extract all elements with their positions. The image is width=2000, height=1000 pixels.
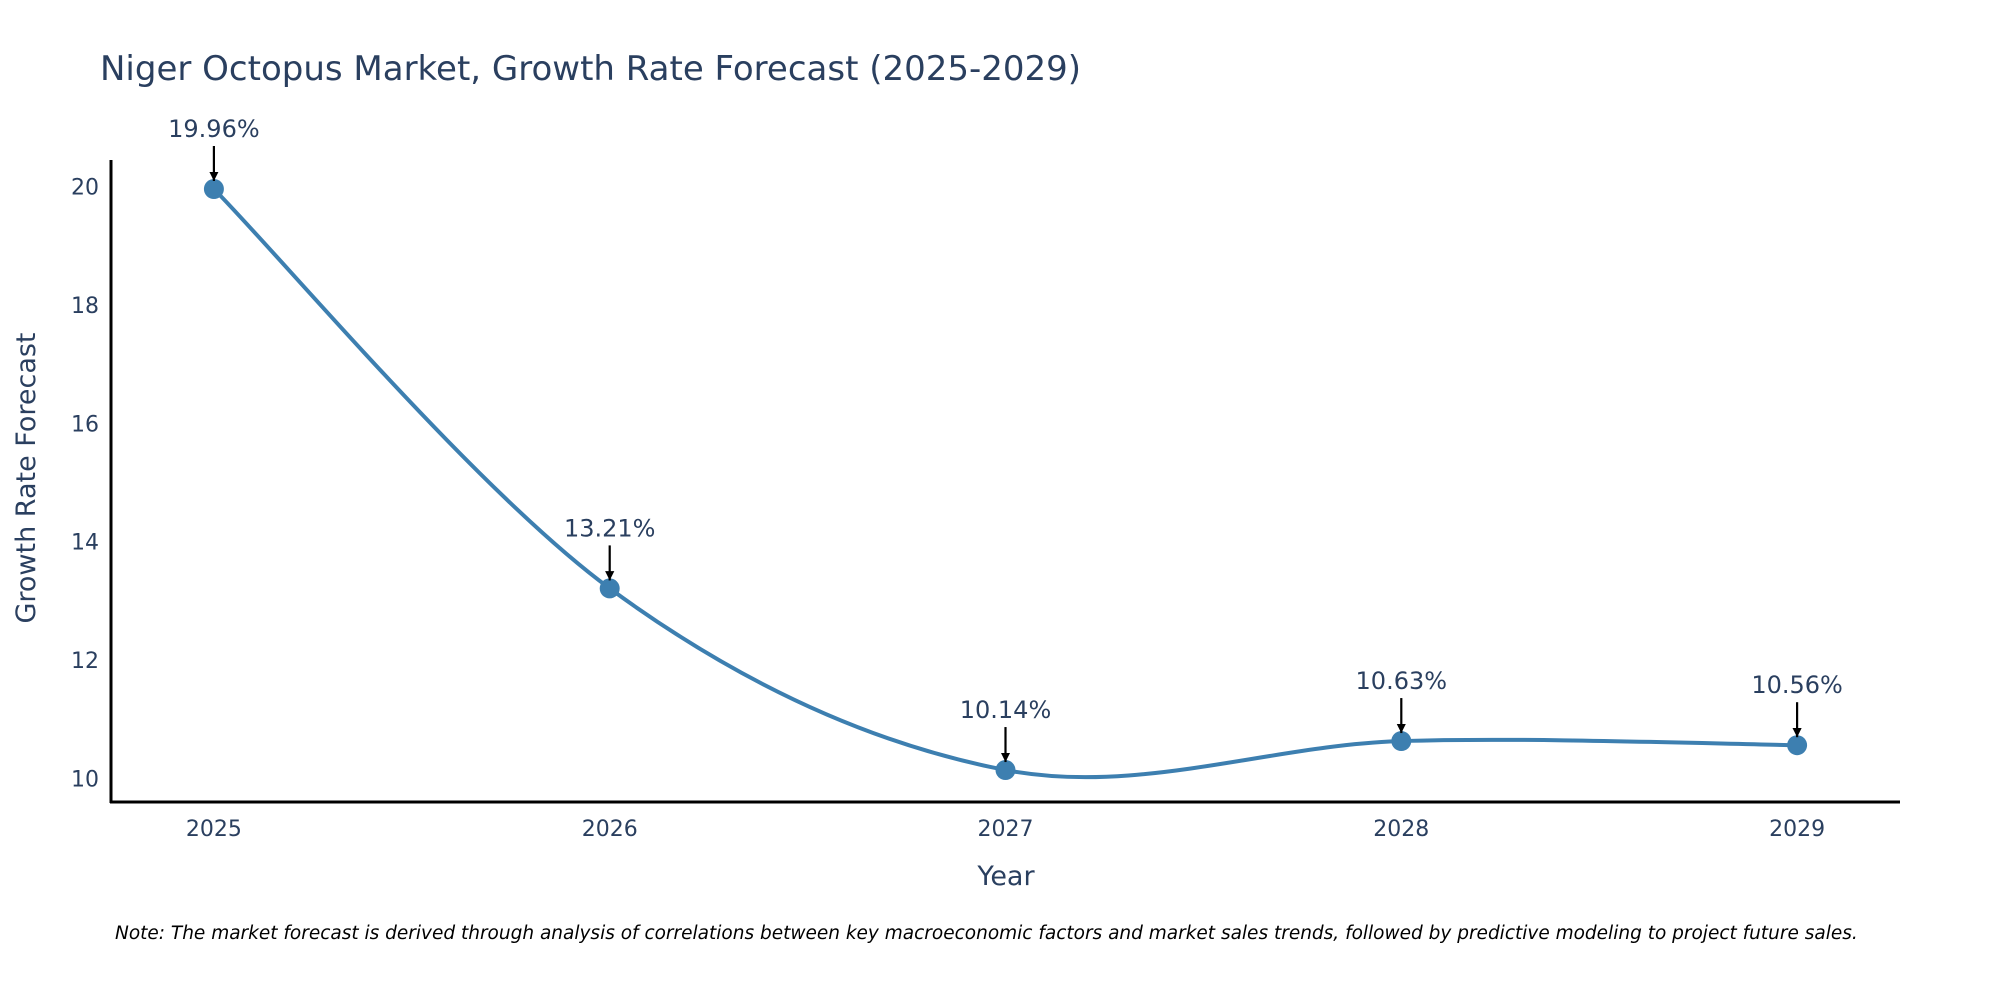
data-label: 10.14% (960, 696, 1052, 724)
data-point (1787, 735, 1808, 756)
data-label: 10.56% (1751, 671, 1843, 699)
y-tick-label: 18 (71, 294, 99, 319)
data-label: 19.96% (168, 115, 260, 143)
data-point (1391, 731, 1412, 752)
series-line (211, 186, 1800, 780)
y-tick-label: 10 (71, 767, 99, 792)
y-axis-title: Growth Rate Forecast (11, 332, 42, 623)
data-point (203, 178, 224, 199)
x-axis-title: Year (976, 861, 1035, 892)
x-tick-label: 2029 (1769, 817, 1825, 842)
x-tick-label: 2027 (978, 817, 1034, 842)
y-axis-ticks: 10 12 14 16 18 20 (71, 176, 99, 793)
x-tick-label: 2026 (582, 817, 638, 842)
data-label: 10.63% (1356, 667, 1448, 695)
data-point (599, 578, 620, 599)
y-tick-label: 14 (71, 531, 99, 556)
data-point (995, 760, 1016, 781)
chart-title: Niger Octopus Market, Growth Rate Foreca… (100, 49, 1081, 89)
y-tick-label: 12 (71, 649, 99, 674)
x-tick-label: 2025 (186, 817, 242, 842)
x-tick-label: 2028 (1373, 817, 1429, 842)
y-tick-label: 16 (71, 412, 99, 437)
x-axis-ticks: 2025 2026 2027 2028 2029 (186, 817, 1825, 842)
plot-area: 19.96% 13.21% 10.14% 10.63% 10.56% (168, 115, 1843, 781)
y-tick-label: 20 (71, 176, 99, 201)
data-label: 13.21% (564, 514, 656, 542)
footnote: Note: The market forecast is derived thr… (115, 923, 1858, 944)
